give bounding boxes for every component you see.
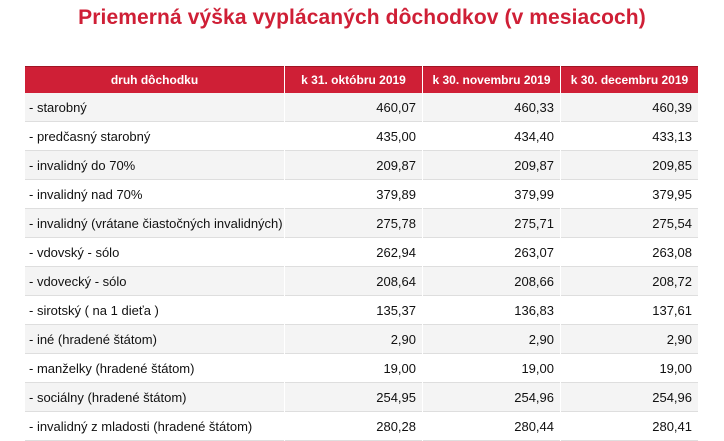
value-december: 379,95: [561, 180, 698, 209]
row-label: - invalidný nad 70%: [25, 180, 284, 209]
value-october: 2,90: [285, 325, 422, 354]
page-title: Priemerná výška vyplácaných dôchodkov (v…: [78, 6, 646, 29]
table-row: - invalidný z mladosti (hradené štátom) …: [25, 412, 698, 441]
column-header-october: k 31. októbru 2019: [285, 66, 422, 93]
value-october: 280,28: [285, 412, 422, 441]
value-december: 137,61: [561, 296, 698, 325]
value-november: 434,40: [423, 122, 560, 151]
table-row: - vdovský - sólo 262,94 263,07 263,08: [25, 238, 698, 267]
pension-table-container: druh dôchodku k 31. októbru 2019 k 30. n…: [24, 66, 699, 441]
value-november: 280,44: [423, 412, 560, 441]
table-header: druh dôchodku k 31. októbru 2019 k 30. n…: [25, 66, 698, 93]
value-november: 275,71: [423, 209, 560, 238]
row-label: - sirotský ( na 1 dieťa ): [25, 296, 284, 325]
value-november: 209,87: [423, 151, 560, 180]
value-october: 379,89: [285, 180, 422, 209]
table-body: - starobný 460,07 460,33 460,39 - predča…: [25, 93, 698, 441]
value-october: 262,94: [285, 238, 422, 267]
row-label: - invalidný z mladosti (hradené štátom): [25, 412, 284, 441]
value-december: 460,39: [561, 93, 698, 122]
value-november: 379,99: [423, 180, 560, 209]
row-label: - predčasný starobný: [25, 122, 284, 151]
value-october: 209,87: [285, 151, 422, 180]
row-label: - manželky (hradené štátom): [25, 354, 284, 383]
column-header-december: k 30. decembru 2019: [561, 66, 698, 93]
value-october: 435,00: [285, 122, 422, 151]
value-november: 460,33: [423, 93, 560, 122]
value-december: 433,13: [561, 122, 698, 151]
row-label: - sociálny (hradené štátom): [25, 383, 284, 412]
table-row: - invalidný (vrátane čiastočných invalid…: [25, 209, 698, 238]
value-october: 275,78: [285, 209, 422, 238]
value-december: 280,41: [561, 412, 698, 441]
column-header-november: k 30. novembru 2019: [423, 66, 560, 93]
table-row: - starobný 460,07 460,33 460,39: [25, 93, 698, 122]
value-december: 208,72: [561, 267, 698, 296]
row-label: - vdovský - sólo: [25, 238, 284, 267]
table-row: - invalidný do 70% 209,87 209,87 209,85: [25, 151, 698, 180]
table-row: - sirotský ( na 1 dieťa ) 135,37 136,83 …: [25, 296, 698, 325]
value-december: 263,08: [561, 238, 698, 267]
row-label: - iné (hradené štátom): [25, 325, 284, 354]
value-november: 208,66: [423, 267, 560, 296]
value-november: 2,90: [423, 325, 560, 354]
value-december: 254,96: [561, 383, 698, 412]
table-row: - sociálny (hradené štátom) 254,95 254,9…: [25, 383, 698, 412]
table-row: - iné (hradené štátom) 2,90 2,90 2,90: [25, 325, 698, 354]
value-october: 460,07: [285, 93, 422, 122]
table-row: - invalidný nad 70% 379,89 379,99 379,95: [25, 180, 698, 209]
value-november: 19,00: [423, 354, 560, 383]
value-october: 19,00: [285, 354, 422, 383]
row-label: - starobný: [25, 93, 284, 122]
value-october: 135,37: [285, 296, 422, 325]
value-november: 263,07: [423, 238, 560, 267]
row-label: - invalidný (vrátane čiastočných invalid…: [25, 209, 284, 238]
value-december: 2,90: [561, 325, 698, 354]
value-november: 136,83: [423, 296, 560, 325]
header-row: druh dôchodku k 31. októbru 2019 k 30. n…: [25, 66, 698, 93]
pension-table: druh dôchodku k 31. októbru 2019 k 30. n…: [24, 66, 699, 441]
column-header-type: druh dôchodku: [25, 66, 284, 93]
value-october: 254,95: [285, 383, 422, 412]
row-label: - invalidný do 70%: [25, 151, 284, 180]
value-december: 19,00: [561, 354, 698, 383]
value-november: 254,96: [423, 383, 560, 412]
value-october: 208,64: [285, 267, 422, 296]
value-december: 209,85: [561, 151, 698, 180]
table-row: - vdovecký - sólo 208,64 208,66 208,72: [25, 267, 698, 296]
row-label: - vdovecký - sólo: [25, 267, 284, 296]
table-row: - predčasný starobný 435,00 434,40 433,1…: [25, 122, 698, 151]
value-december: 275,54: [561, 209, 698, 238]
table-row: - manželky (hradené štátom) 19,00 19,00 …: [25, 354, 698, 383]
